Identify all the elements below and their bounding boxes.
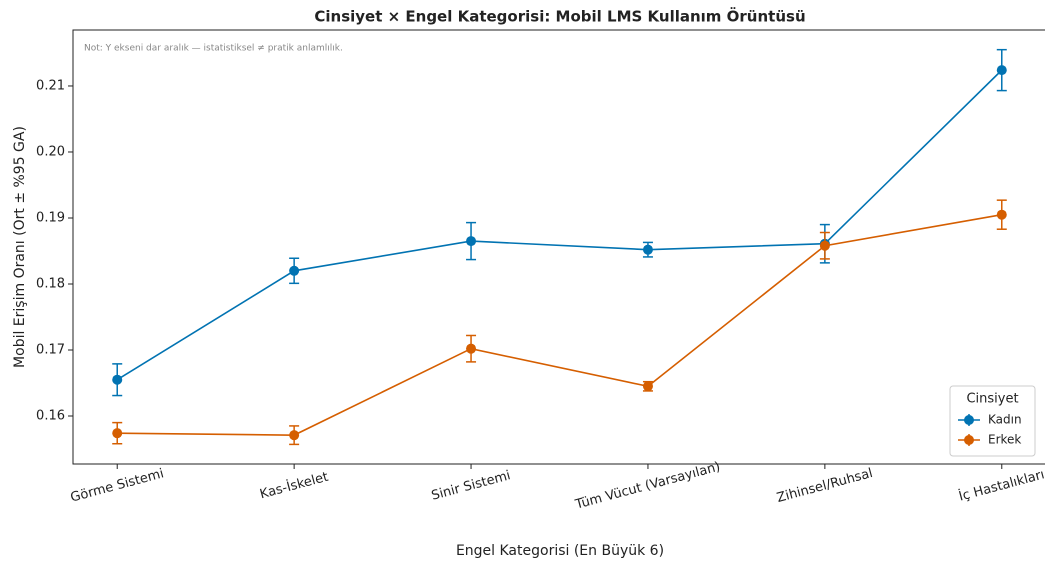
y-axis-label: Mobil Erişim Oranı (Ort ± %95 GA) bbox=[12, 126, 28, 368]
point bbox=[466, 343, 477, 354]
series-line bbox=[117, 213, 1002, 436]
point bbox=[642, 381, 653, 392]
point bbox=[289, 430, 300, 441]
point bbox=[112, 428, 123, 439]
legend-label: Kadın bbox=[988, 413, 1022, 427]
point bbox=[466, 236, 477, 247]
x-tick-label: Sinir Sistemi bbox=[430, 468, 512, 504]
x-axis-label: Engel Kategorisi (En Büyük 6) bbox=[456, 543, 664, 559]
legend-title: Cinsiyet bbox=[966, 392, 1018, 407]
y-tick-label: 0.17 bbox=[36, 343, 65, 358]
point bbox=[996, 65, 1007, 76]
y-tick-label: 0.18 bbox=[36, 276, 65, 291]
chart-title: Cinsiyet × Engel Kategorisi: Mobil LMS K… bbox=[314, 7, 805, 26]
x-tick-label: Kas-İskelet bbox=[258, 469, 330, 503]
x-tick-label: Zihinsel/Ruhsal bbox=[775, 466, 874, 506]
point bbox=[819, 240, 830, 251]
point bbox=[289, 265, 300, 276]
point bbox=[642, 244, 653, 255]
x-tick-label: İç Hastalıkları bbox=[957, 466, 1045, 504]
annotation: Not: Y ekseni dar aralık — istatistiksel… bbox=[84, 44, 343, 54]
point bbox=[112, 374, 123, 385]
point bbox=[996, 209, 1007, 220]
y-tick-label: 0.20 bbox=[36, 144, 65, 159]
y-tick-label: 0.19 bbox=[36, 210, 65, 225]
legend-label: Erkek bbox=[988, 433, 1021, 447]
y-tick-label: 0.21 bbox=[36, 78, 65, 93]
legend-marker bbox=[964, 435, 974, 445]
plot-frame bbox=[72, 29, 1045, 465]
legend-marker bbox=[964, 415, 974, 425]
x-tick-label: Görme Sistemi bbox=[69, 466, 166, 505]
y-tick-label: 0.16 bbox=[36, 409, 65, 424]
series-line bbox=[116, 69, 1003, 381]
